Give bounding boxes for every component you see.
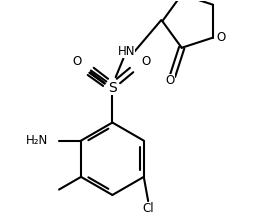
Text: O: O <box>165 74 175 87</box>
Text: S: S <box>108 81 117 95</box>
Text: O: O <box>216 31 225 44</box>
Text: O: O <box>73 55 82 68</box>
Text: Cl: Cl <box>142 202 154 215</box>
Text: H₂N: H₂N <box>26 134 48 147</box>
Text: HN: HN <box>118 45 135 58</box>
Text: O: O <box>142 55 151 68</box>
